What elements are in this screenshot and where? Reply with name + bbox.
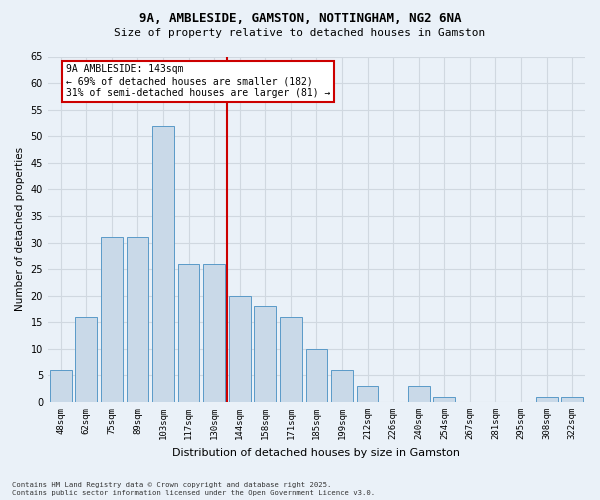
Bar (101, 238, 123, 402)
Bar (254, 306, 276, 402)
Text: Size of property relative to detached houses in Gamston: Size of property relative to detached ho… (115, 28, 485, 38)
Bar (536, 396, 557, 402)
X-axis label: Distribution of detached houses by size in Gamston: Distribution of detached houses by size … (172, 448, 460, 458)
Text: Contains HM Land Registry data © Crown copyright and database right 2025.: Contains HM Land Registry data © Crown c… (12, 482, 331, 488)
Bar (280, 317, 302, 402)
Bar (178, 264, 199, 402)
Text: Contains public sector information licensed under the Open Government Licence v3: Contains public sector information licen… (12, 490, 375, 496)
Bar (127, 238, 148, 402)
Y-axis label: Number of detached properties: Number of detached properties (15, 147, 25, 312)
Bar (305, 349, 328, 402)
Bar (331, 370, 353, 402)
Bar (357, 386, 379, 402)
Bar (229, 296, 251, 402)
Text: 9A AMBLESIDE: 143sqm
← 69% of detached houses are smaller (182)
31% of semi-deta: 9A AMBLESIDE: 143sqm ← 69% of detached h… (66, 64, 330, 98)
Bar (562, 396, 583, 402)
Bar (152, 126, 174, 402)
Bar (408, 386, 430, 402)
Bar (76, 317, 97, 402)
Bar (203, 264, 225, 402)
Text: 9A, AMBLESIDE, GAMSTON, NOTTINGHAM, NG2 6NA: 9A, AMBLESIDE, GAMSTON, NOTTINGHAM, NG2 … (139, 12, 461, 26)
Bar (50, 370, 71, 402)
Bar (433, 396, 455, 402)
